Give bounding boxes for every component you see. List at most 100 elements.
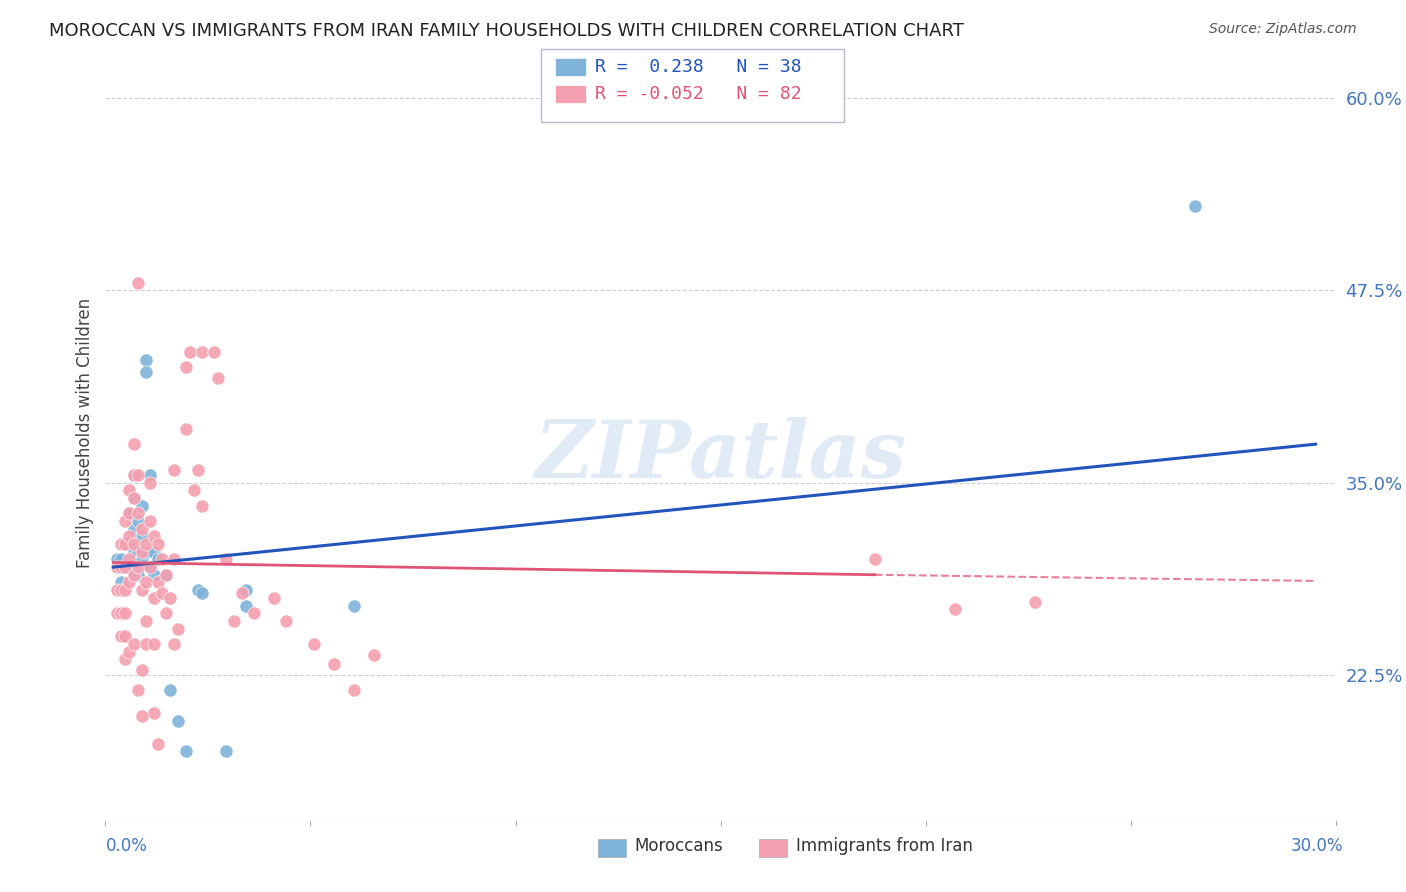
Text: 30.0%: 30.0% xyxy=(1291,837,1343,855)
Point xyxy=(114,560,136,574)
Point xyxy=(122,567,145,582)
Point xyxy=(274,614,297,628)
Point xyxy=(131,529,153,543)
Point xyxy=(122,537,145,551)
Point xyxy=(131,499,153,513)
Point xyxy=(114,629,136,643)
Point xyxy=(107,606,129,620)
Text: Source: ZipAtlas.com: Source: ZipAtlas.com xyxy=(1209,22,1357,37)
Point xyxy=(142,529,165,543)
Point xyxy=(107,583,129,598)
Point xyxy=(183,483,205,498)
Point xyxy=(190,586,212,600)
Point xyxy=(322,657,344,671)
Point xyxy=(235,583,257,598)
Point xyxy=(118,529,141,543)
Point xyxy=(166,714,188,728)
Point xyxy=(343,599,366,613)
Point xyxy=(142,706,165,720)
Point xyxy=(1184,199,1206,213)
Point xyxy=(122,545,145,559)
Point xyxy=(127,506,149,520)
Point xyxy=(122,437,145,451)
Point xyxy=(162,463,184,477)
Point xyxy=(146,537,169,551)
Point xyxy=(110,560,132,574)
Point xyxy=(146,575,169,590)
Point xyxy=(131,583,153,598)
Point xyxy=(122,522,145,536)
Point xyxy=(162,552,184,566)
Point xyxy=(110,629,132,643)
Point xyxy=(138,475,160,490)
Point xyxy=(215,552,238,566)
Point xyxy=(135,614,157,628)
Point xyxy=(122,467,145,482)
Point xyxy=(114,537,136,551)
Point xyxy=(179,345,201,359)
Text: Moroccans: Moroccans xyxy=(634,837,723,855)
Point xyxy=(174,744,197,758)
Point xyxy=(863,552,886,566)
Point xyxy=(118,575,141,590)
Point xyxy=(215,744,238,758)
Point xyxy=(114,560,136,574)
Point xyxy=(118,560,141,574)
Text: ZIPatlas: ZIPatlas xyxy=(534,417,907,495)
Point xyxy=(155,567,177,582)
Point xyxy=(943,601,966,615)
Point xyxy=(122,491,145,505)
Point xyxy=(150,586,173,600)
Point xyxy=(131,522,153,536)
Point xyxy=(114,537,136,551)
Point xyxy=(190,499,212,513)
Point xyxy=(138,560,160,574)
Point xyxy=(135,352,157,367)
Point xyxy=(110,606,132,620)
Point xyxy=(155,567,177,582)
Point xyxy=(110,537,132,551)
Point xyxy=(135,575,157,590)
Point xyxy=(107,560,129,574)
Point xyxy=(114,583,136,598)
Point xyxy=(146,737,169,751)
Point xyxy=(138,560,160,574)
Text: Immigrants from Iran: Immigrants from Iran xyxy=(796,837,973,855)
Point xyxy=(107,552,129,566)
Text: 0.0%: 0.0% xyxy=(105,837,148,855)
Text: R =  0.238   N = 38: R = 0.238 N = 38 xyxy=(595,58,801,76)
Point xyxy=(127,514,149,528)
Point xyxy=(131,545,153,559)
Point xyxy=(110,575,132,590)
Point xyxy=(110,552,132,566)
Point xyxy=(122,467,145,482)
Point xyxy=(242,606,264,620)
Point xyxy=(135,365,157,379)
Point xyxy=(207,371,229,385)
Point xyxy=(131,709,153,723)
Point xyxy=(343,683,366,698)
Point xyxy=(114,606,136,620)
Point xyxy=(302,637,325,651)
Point xyxy=(187,463,209,477)
Point xyxy=(118,644,141,658)
Point xyxy=(114,514,136,528)
Point xyxy=(127,276,149,290)
Point xyxy=(159,591,181,605)
Point xyxy=(174,422,197,436)
Point xyxy=(118,552,141,566)
Point xyxy=(363,648,385,662)
Point xyxy=(155,606,177,620)
Point xyxy=(135,637,157,651)
Point xyxy=(190,345,212,359)
Point xyxy=(142,637,165,651)
Point xyxy=(187,583,209,598)
Point xyxy=(122,567,145,582)
Point xyxy=(138,467,160,482)
Y-axis label: Family Households with Children: Family Households with Children xyxy=(76,298,94,567)
Point xyxy=(1024,595,1046,609)
Point xyxy=(127,567,149,582)
Text: R = -0.052   N = 82: R = -0.052 N = 82 xyxy=(595,85,801,103)
Point xyxy=(110,583,132,598)
Point xyxy=(142,591,165,605)
